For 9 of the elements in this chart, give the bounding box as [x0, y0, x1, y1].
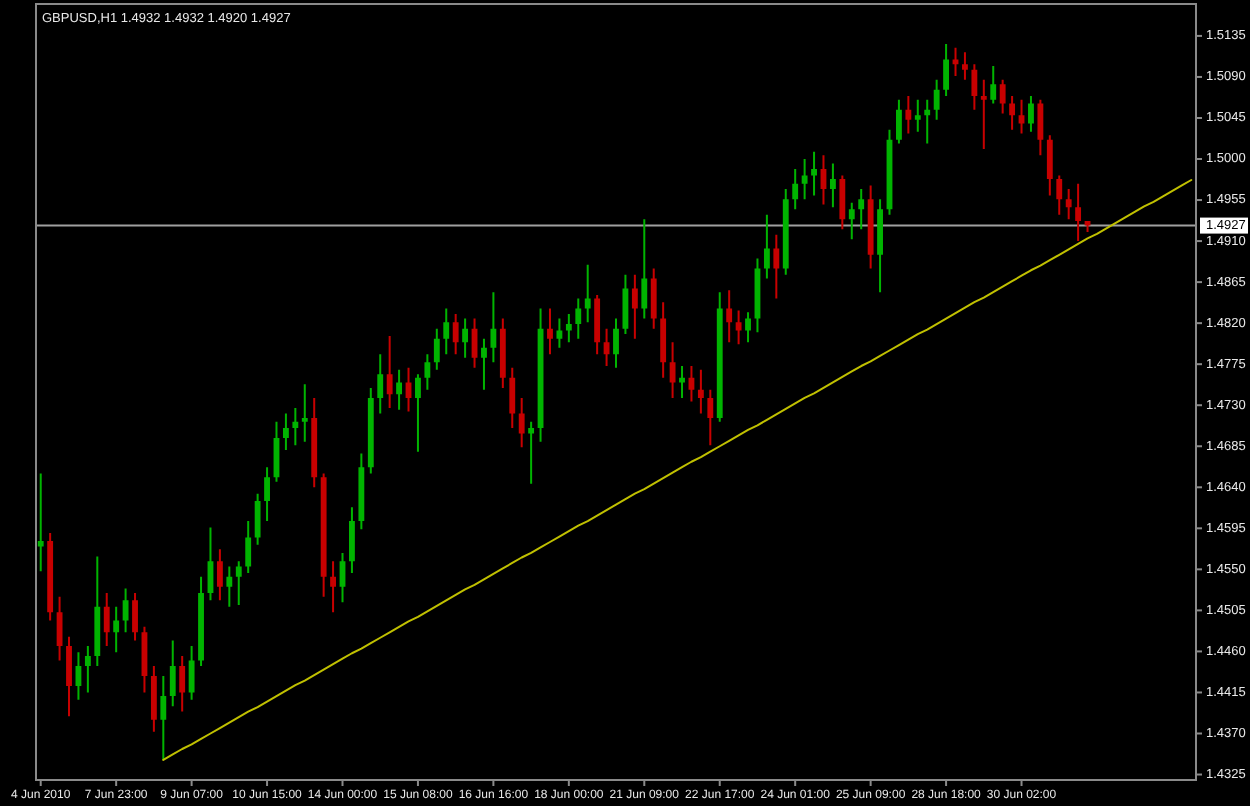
candlestick: [980, 79, 987, 149]
candlestick: [924, 99, 931, 144]
candlestick: [914, 99, 921, 132]
candlestick: [962, 52, 968, 80]
candlestick: [301, 384, 308, 442]
candlestick: [37, 473, 44, 572]
line-series: [162, 178, 1193, 761]
candlestick: [801, 159, 808, 200]
candlestick: [528, 421, 535, 484]
